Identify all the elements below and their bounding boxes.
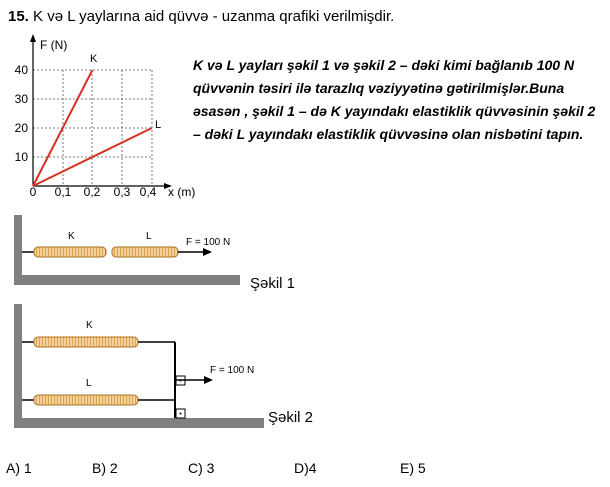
floor	[14, 418, 264, 428]
figure-2-caption: Şəkil 2	[268, 409, 313, 426]
wall	[14, 215, 22, 285]
answer-options: A) 1 B) 2 C) 3 D)4 E) 5	[6, 460, 606, 480]
option-e[interactable]: E) 5	[400, 460, 426, 476]
spring-l-label: L	[146, 231, 152, 242]
force-extension-graph: F (N) x (m) 10 20 30 40 0 0,1 0,2 0,3 0,…	[15, 34, 195, 199]
wall	[14, 304, 22, 428]
graph-grid	[33, 69, 153, 186]
x-tick-label: 0	[30, 185, 37, 199]
y-tick-label: 20	[15, 121, 29, 135]
x-tick-label: 0,2	[84, 185, 101, 199]
figure-1-caption: Şəkil 1	[250, 275, 295, 292]
figure-2: K L F = 100 N Şəkil 2	[14, 304, 313, 428]
x-axis-arrow-icon	[164, 183, 172, 189]
option-b[interactable]: B) 2	[92, 460, 118, 476]
y-tick-label: 40	[15, 63, 29, 77]
spring-l-label: L	[86, 378, 92, 389]
x-tick-label: 0,1	[55, 185, 72, 199]
question-number: 15.	[8, 8, 29, 25]
force-label: F = 100 N	[186, 237, 230, 248]
x-tick-label: 0,3	[114, 185, 131, 199]
spring-k	[33, 246, 107, 258]
question-title: 15. K və L yaylarına aid qüvvə - uzanma …	[8, 8, 394, 25]
force-arrow-icon	[203, 248, 212, 256]
y-tick-label: 10	[15, 150, 29, 164]
spring-k-label: K	[68, 231, 75, 242]
line-l-label: L	[155, 119, 161, 131]
line-l	[32, 127, 153, 187]
option-d[interactable]: D)4	[294, 460, 317, 476]
figure-1: K L F = 100 N Şəkil 1	[14, 215, 295, 292]
problem-text: K və L yayları şəkil 1 və şəkil 2 – dəki…	[193, 57, 596, 142]
spring-k	[33, 336, 139, 348]
spring-k-label: K	[86, 320, 93, 331]
line-k	[32, 69, 94, 187]
y-axis-label: F (N)	[40, 38, 67, 52]
option-a[interactable]: A) 1	[6, 460, 32, 476]
spring-l	[111, 246, 179, 258]
line-k-label: K	[90, 53, 98, 65]
force-arrow-icon	[204, 376, 213, 384]
right-angle-icon	[175, 408, 186, 419]
spring-l	[33, 394, 139, 406]
x-tick-label: 0,4	[140, 185, 157, 199]
y-axis-arrow-icon	[30, 34, 36, 42]
force-label: F = 100 N	[210, 365, 254, 376]
x-axis-label: x (m)	[168, 185, 195, 199]
option-c[interactable]: C) 3	[188, 460, 215, 476]
y-tick-label: 30	[15, 92, 29, 106]
question-title-text: K və L yaylarına aid qüvvə - uzanma qraf…	[33, 8, 395, 25]
floor	[14, 275, 240, 285]
